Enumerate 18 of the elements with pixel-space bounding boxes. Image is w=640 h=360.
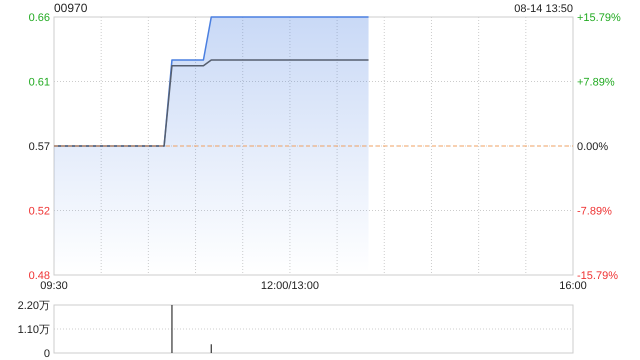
y2-tick-label: 0.00% <box>577 141 608 153</box>
y-tick-label: 0.57 <box>28 141 50 153</box>
text: 08-14 13:50 <box>514 3 573 15</box>
y2-tick-label: +15.79% <box>577 12 621 24</box>
y-tick-label: 0.66 <box>28 12 50 24</box>
y-tick-label: 2.20万 <box>18 300 50 312</box>
y-tick-label: 0.52 <box>28 206 50 218</box>
chart-title: 00970 <box>54 1 88 15</box>
x-tick-label: 16:00 <box>559 280 587 292</box>
y-tick-label: 0.61 <box>28 76 50 88</box>
y2-tick-label: -7.89% <box>577 205 612 218</box>
y-tick-label: 0 <box>44 348 50 360</box>
x-tick-label: 12:00/13:00 <box>260 280 319 292</box>
y-tick-label: 1.10万 <box>18 324 50 336</box>
y-tick-label: 0.48 <box>28 270 50 282</box>
y2-tick-label: +7.89% <box>577 76 615 89</box>
x-tick-label: 09:30 <box>40 280 68 292</box>
y2-tick-label: -15.79% <box>577 270 618 282</box>
